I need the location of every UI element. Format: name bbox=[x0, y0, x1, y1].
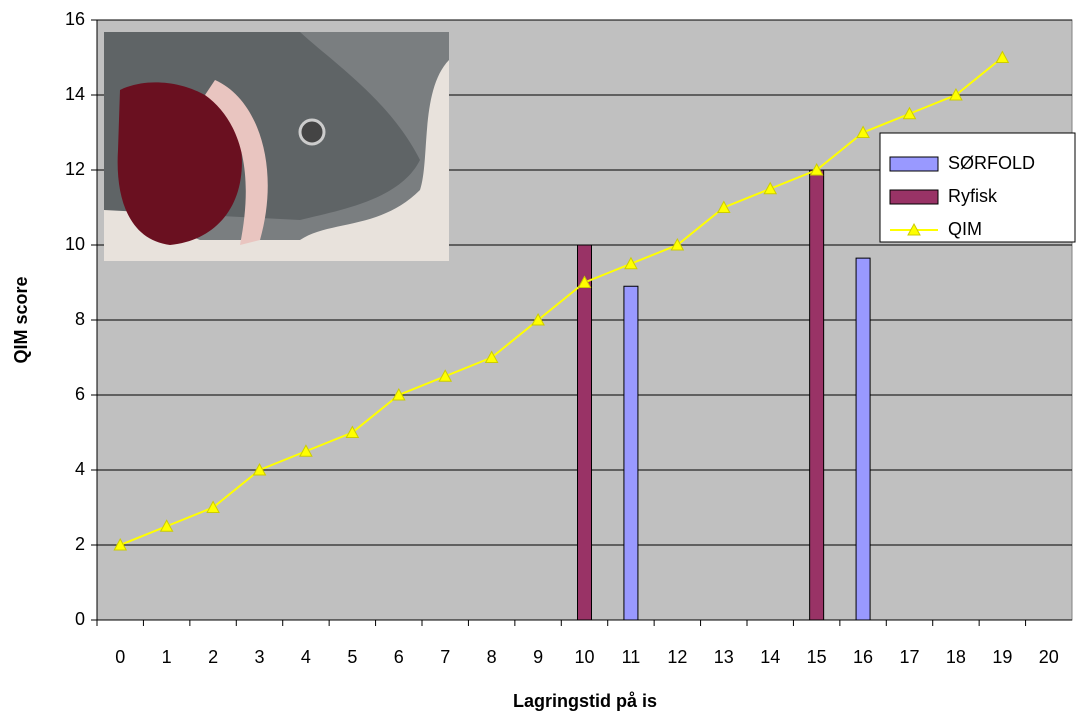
x-tick-label: 7 bbox=[440, 647, 450, 667]
x-tick-label: 2 bbox=[208, 647, 218, 667]
x-tick-label: 9 bbox=[533, 647, 543, 667]
x-tick-label: 5 bbox=[347, 647, 357, 667]
marker bbox=[531, 312, 545, 326]
legend-label: SØRFOLD bbox=[948, 153, 1035, 173]
marker bbox=[716, 200, 731, 213]
marker bbox=[902, 106, 917, 120]
y-tick-label: 2 bbox=[75, 534, 85, 554]
legend-swatch bbox=[889, 189, 939, 205]
marker bbox=[949, 87, 963, 101]
legend-swatch bbox=[889, 156, 939, 172]
y-tick-label: 12 bbox=[65, 159, 85, 179]
y-tick-label: 16 bbox=[65, 9, 85, 29]
legend-box bbox=[879, 132, 1076, 243]
x-tick-label: 11 bbox=[622, 647, 641, 667]
marks bbox=[113, 50, 1010, 621]
x-axis-title: Lagringstid på is bbox=[513, 691, 657, 711]
marker bbox=[159, 519, 174, 532]
x-tick-label: 17 bbox=[899, 647, 919, 667]
y-tick-label: 4 bbox=[75, 459, 85, 479]
marker bbox=[809, 162, 824, 176]
x-tick-label: 13 bbox=[714, 647, 734, 667]
marker bbox=[299, 444, 313, 457]
marker bbox=[763, 181, 778, 195]
legend: SØRFOLD Ryfisk QIM bbox=[879, 132, 1076, 243]
x-tick-label: 16 bbox=[853, 647, 873, 667]
line bbox=[119, 56, 1003, 546]
x-tick-label: 4 bbox=[301, 647, 311, 667]
legend-label: QIM bbox=[948, 219, 982, 239]
x-tick-label: 8 bbox=[487, 647, 497, 667]
y-tick-label: 10 bbox=[65, 234, 85, 254]
photo-eye bbox=[298, 118, 326, 146]
bar bbox=[809, 169, 825, 621]
marker bbox=[484, 350, 499, 363]
y-tick-label: 6 bbox=[75, 384, 85, 404]
x-tick-label: 18 bbox=[946, 647, 966, 667]
y-tick-label: 0 bbox=[75, 609, 85, 629]
bar bbox=[577, 244, 592, 621]
marker bbox=[624, 256, 638, 270]
x-tick-label: 19 bbox=[992, 647, 1012, 667]
marker bbox=[391, 387, 406, 401]
x-tick-label: 3 bbox=[254, 647, 264, 667]
marker bbox=[345, 425, 360, 438]
x-tick-label: 12 bbox=[667, 647, 687, 667]
marker bbox=[438, 369, 453, 382]
x-tick-label: 14 bbox=[760, 647, 780, 667]
marker bbox=[670, 237, 685, 251]
x-tick-label: 10 bbox=[574, 647, 594, 667]
x-tick-label: 15 bbox=[807, 647, 827, 667]
marker bbox=[252, 462, 267, 476]
y-tick-label: 8 bbox=[75, 309, 85, 329]
y-axis-title: QIM score bbox=[11, 276, 31, 363]
x-tick-label: 20 bbox=[1039, 647, 1059, 667]
legend-marker bbox=[907, 222, 921, 236]
x-tick-label: 6 bbox=[394, 647, 404, 667]
photo-gills bbox=[117, 82, 242, 245]
x-tick-label: 1 bbox=[162, 647, 172, 667]
y-tick-label: 14 bbox=[65, 84, 85, 104]
photo-cover bbox=[205, 80, 268, 245]
marker bbox=[113, 537, 128, 551]
photo bbox=[104, 32, 449, 261]
marker bbox=[856, 125, 870, 138]
bar bbox=[855, 257, 871, 621]
legend-label: Ryfisk bbox=[948, 186, 998, 206]
marker bbox=[995, 50, 1010, 63]
marker bbox=[206, 500, 220, 513]
x-tick-label: 0 bbox=[115, 647, 125, 667]
bar bbox=[623, 285, 639, 621]
marker bbox=[577, 275, 592, 288]
